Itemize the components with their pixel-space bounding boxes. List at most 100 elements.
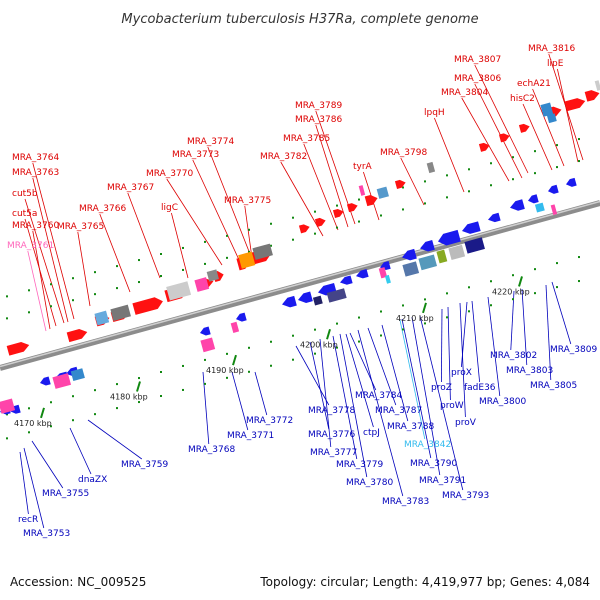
leader-line	[551, 281, 572, 345]
guide-dot	[204, 262, 206, 265]
guide-dot	[556, 166, 558, 169]
gene-label: MRA_3786	[295, 115, 342, 125]
guide-dot	[512, 178, 514, 181]
gene-label: fadE36	[464, 383, 496, 393]
guide-dot	[270, 222, 272, 225]
guide-dot	[402, 328, 404, 331]
gene-label: MRA_3806	[454, 74, 501, 84]
feature-block	[418, 254, 438, 271]
guide-dot	[446, 316, 448, 319]
leader-line	[401, 318, 432, 459]
guide-dot	[50, 401, 52, 404]
guide-dot	[358, 220, 360, 223]
leader-line	[244, 205, 253, 259]
guide-dot	[578, 280, 580, 283]
guide-dot	[94, 413, 96, 416]
leader-line	[487, 296, 501, 397]
feature-block	[326, 288, 347, 303]
feature-block	[194, 277, 210, 292]
leader-line	[24, 198, 65, 324]
leader-line	[19, 451, 29, 515]
guide-dot	[138, 281, 140, 284]
leader-line	[400, 157, 425, 206]
leader-line	[447, 306, 451, 401]
leader-line	[254, 371, 268, 416]
leader-line	[295, 345, 330, 406]
gene-label: hisC2	[510, 94, 535, 104]
guide-dot	[182, 388, 184, 391]
reverse-gene	[566, 177, 577, 187]
gene-label: MRA_3791	[419, 476, 466, 486]
guide-dot	[424, 180, 426, 183]
leader-line	[32, 230, 51, 330]
leader-line	[27, 250, 47, 332]
feature-block	[378, 267, 388, 279]
gene-label: cut5b	[12, 189, 38, 199]
gene-label: MRA_3804	[441, 88, 488, 98]
leader-line	[532, 88, 565, 167]
leader-line	[192, 159, 241, 263]
guide-dot	[94, 389, 96, 392]
guide-dot	[160, 253, 162, 255]
forward-gene	[518, 123, 530, 133]
leader-line	[24, 218, 57, 327]
guide-dot	[116, 407, 118, 410]
leader-line	[32, 162, 75, 320]
guide-dot	[292, 216, 294, 219]
map-title: Mycobacterium tuberculosis H37Ra, comple…	[121, 12, 478, 27]
guide-dot	[424, 322, 426, 325]
guide-dot	[6, 295, 8, 298]
guide-dot	[160, 395, 162, 397]
feature-block	[376, 186, 389, 199]
guide-dot	[380, 310, 382, 313]
leader-line	[339, 333, 368, 478]
feature-block	[110, 304, 131, 321]
guide-dot	[336, 346, 338, 349]
gene-label: lpqH	[424, 108, 445, 118]
forward-gene	[364, 194, 378, 207]
gene-label: MRA_3776	[308, 430, 355, 440]
reverse-gene	[488, 212, 501, 223]
feature-block	[534, 202, 545, 213]
gene-labels: MRA_3816 lipE MRA_3807 MRA_3806 echA21 MRA_38…	[7, 44, 597, 539]
gene-label: MRA_3788	[387, 422, 434, 432]
guide-dot	[28, 431, 30, 434]
gene-label: MRA_3753	[23, 529, 70, 539]
reverse-gene	[200, 326, 211, 336]
guide-dot	[6, 437, 8, 440]
guide-dot	[402, 186, 404, 189]
leader-line	[367, 327, 397, 406]
gene-label: proV	[455, 418, 477, 428]
guide-dot	[226, 376, 228, 379]
gene-label: MRA_3766	[79, 204, 126, 214]
guide-dot	[182, 364, 184, 367]
guide-dot	[490, 162, 492, 165]
leader-line	[434, 117, 465, 193]
guide-dot	[490, 304, 492, 307]
guide-dot	[248, 370, 250, 373]
guide-dot	[6, 413, 8, 416]
guide-dot	[446, 292, 448, 295]
feature-block	[426, 161, 436, 174]
feature-block	[358, 185, 366, 196]
guide-dot	[204, 240, 206, 243]
guide-dot	[182, 268, 184, 271]
guide-dot	[380, 214, 382, 217]
gene-label: MRA_3782	[260, 152, 307, 162]
leader-line	[345, 333, 374, 428]
tick-label: 4180 kbp	[110, 393, 148, 402]
tick-label: 4170 kbp	[14, 419, 52, 428]
leader-line	[411, 316, 441, 476]
gene-label: MRA_3798	[380, 148, 427, 158]
guide-dot	[248, 346, 250, 349]
gene-label: MRA_3779	[336, 460, 383, 470]
gene-label: echA21	[517, 79, 551, 89]
gene-label: MRA_3761	[7, 241, 54, 251]
gene-label: MRA_3771	[227, 431, 274, 441]
guide-dot	[270, 364, 272, 367]
gene-label: MRA_3787	[375, 406, 422, 416]
gene-label: MRA_3763	[12, 168, 59, 178]
leader-line	[521, 288, 528, 366]
leader-line	[32, 177, 69, 323]
